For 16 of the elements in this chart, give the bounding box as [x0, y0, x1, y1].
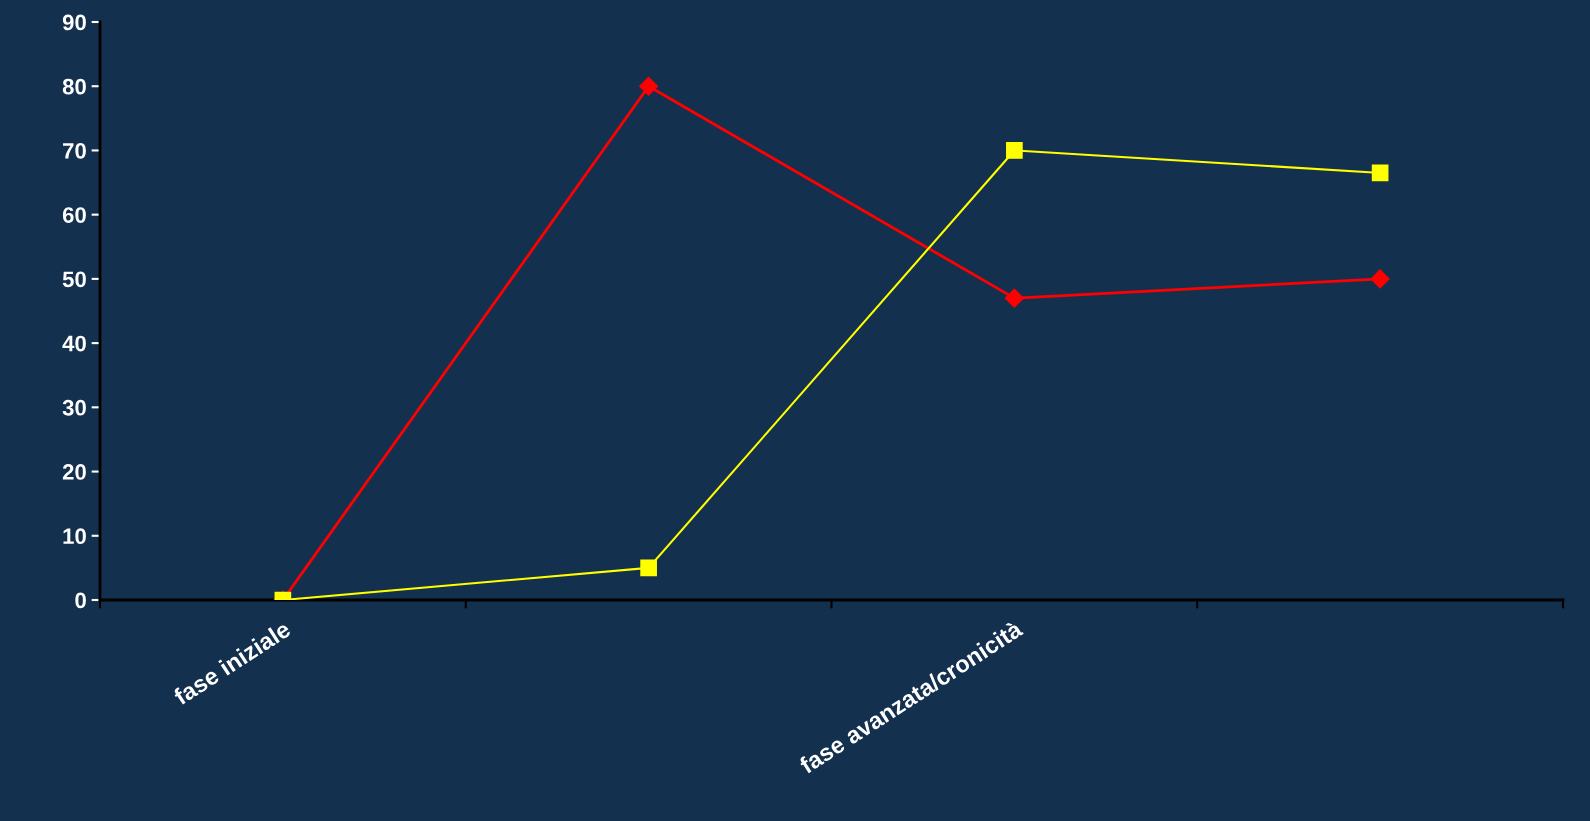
y-tick-label: 70	[63, 142, 86, 159]
y-tick-label: 10	[63, 528, 86, 545]
point	[639, 76, 659, 96]
point	[1004, 288, 1024, 308]
y-tick-label: 90	[62, 14, 86, 31]
point	[1006, 142, 1023, 159]
y-tick-label: 80	[62, 78, 86, 95]
y-tick-label: 50	[62, 271, 86, 288]
point	[1371, 164, 1389, 182]
y-tick-label: 30	[62, 399, 86, 416]
point	[640, 559, 657, 577]
y-tick-label: 20	[62, 464, 86, 480]
y-tick-label: 60	[62, 207, 86, 223]
point	[1370, 269, 1390, 289]
y-tick-label: 40	[62, 335, 86, 352]
y-tick-label: 0	[75, 592, 86, 609]
